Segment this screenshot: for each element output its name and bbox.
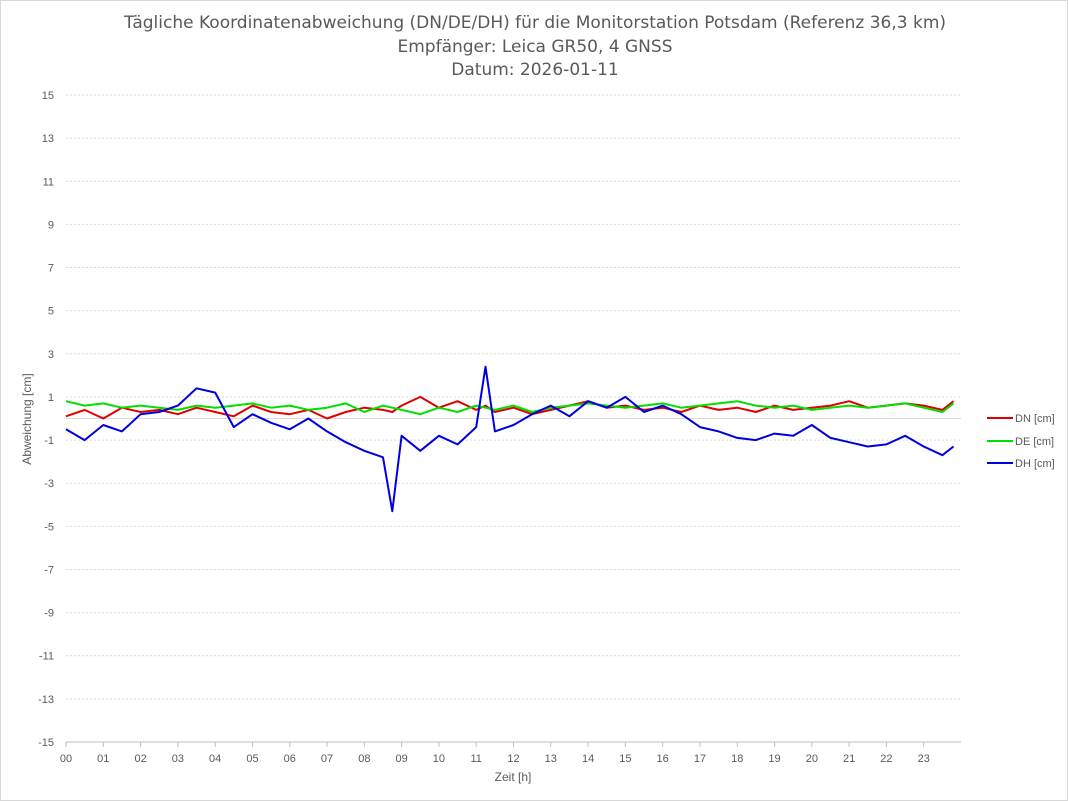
y-tick-label: 13 xyxy=(42,133,54,145)
x-tick-label: 13 xyxy=(545,753,557,765)
x-axis-label: Zeit [h] xyxy=(495,770,532,784)
x-tick-label: 07 xyxy=(321,753,333,765)
x-tick-label: 23 xyxy=(918,753,930,765)
y-tick-label: -5 xyxy=(44,521,54,533)
x-tick-label: 03 xyxy=(172,753,184,765)
x-tick-label: 15 xyxy=(619,753,631,765)
y-tick-label: 5 xyxy=(48,306,54,318)
chart-date: Datum: 2026-01-11 xyxy=(451,60,619,80)
y-tick-label: 15 xyxy=(42,90,54,102)
series-line-3 xyxy=(65,365,955,513)
y-tick-label: -7 xyxy=(44,564,54,576)
y-tick-label: -1 xyxy=(44,435,54,447)
y-axis-label: Abweichung [cm] xyxy=(20,373,34,464)
series-line-2 xyxy=(65,400,955,416)
y-tick-label: 3 xyxy=(48,349,54,361)
y-tick-label: -9 xyxy=(44,608,54,620)
x-tick-label: 10 xyxy=(433,753,445,765)
x-tick-label: 01 xyxy=(97,753,109,765)
x-tick-label: 04 xyxy=(209,753,221,765)
y-tick-label: -3 xyxy=(44,478,54,490)
x-tick-label: 22 xyxy=(880,753,892,765)
x-tick-label: 21 xyxy=(843,753,855,765)
x-tick-label: 08 xyxy=(358,753,370,765)
series-lines xyxy=(65,365,955,513)
x-tick-label: 11 xyxy=(470,753,481,765)
gridlines xyxy=(65,94,961,747)
x-tick-label: 14 xyxy=(582,753,594,765)
series-line-1 xyxy=(65,395,955,420)
x-tick-label: 16 xyxy=(657,753,669,765)
legend: DN [cm] DE [cm] DH [cm] xyxy=(987,413,1055,470)
legend-label-2: DE [cm] xyxy=(1015,436,1054,448)
y-tick-label: -11 xyxy=(39,651,54,663)
legend-label-3: DH [cm] xyxy=(1015,458,1055,470)
y-tick-label: -15 xyxy=(38,737,54,749)
x-tick-label: 19 xyxy=(768,753,780,765)
y-tick-labels: 15 13 11 9 7 5 3 1 -1 -3 -5 -7 -9 -11 -13 -15 xyxy=(38,90,54,749)
y-tick-label: 7 xyxy=(48,263,54,275)
x-tick-label: 06 xyxy=(284,753,296,765)
y-tick-label: 11 xyxy=(43,176,54,188)
x-tick-label: 20 xyxy=(806,753,818,765)
x-tick-label: 12 xyxy=(507,753,519,765)
x-tick-labels: 00 01 02 03 04 05 06 07 08 09 10 11 12 13 14 15 16 17 18 19… xyxy=(60,753,930,765)
x-tick-label: 18 xyxy=(731,753,743,765)
y-tick-label: 9 xyxy=(48,219,54,231)
x-tick-label: 09 xyxy=(396,753,408,765)
y-tick-label: 1 xyxy=(48,392,54,404)
x-tick-label: 02 xyxy=(134,753,146,765)
y-tick-label: -13 xyxy=(38,694,54,706)
x-tick-label: 00 xyxy=(60,753,72,765)
legend-label-1: DN [cm] xyxy=(1015,413,1055,425)
chart-title: Tägliche Koordinatenabweichung (DN/DE/DH… xyxy=(123,13,947,33)
x-tick-label: 17 xyxy=(694,753,706,765)
x-tick-label: 05 xyxy=(246,753,258,765)
chart-subtitle: Empfänger: Leica GR50, 4 GNSS xyxy=(397,37,673,57)
